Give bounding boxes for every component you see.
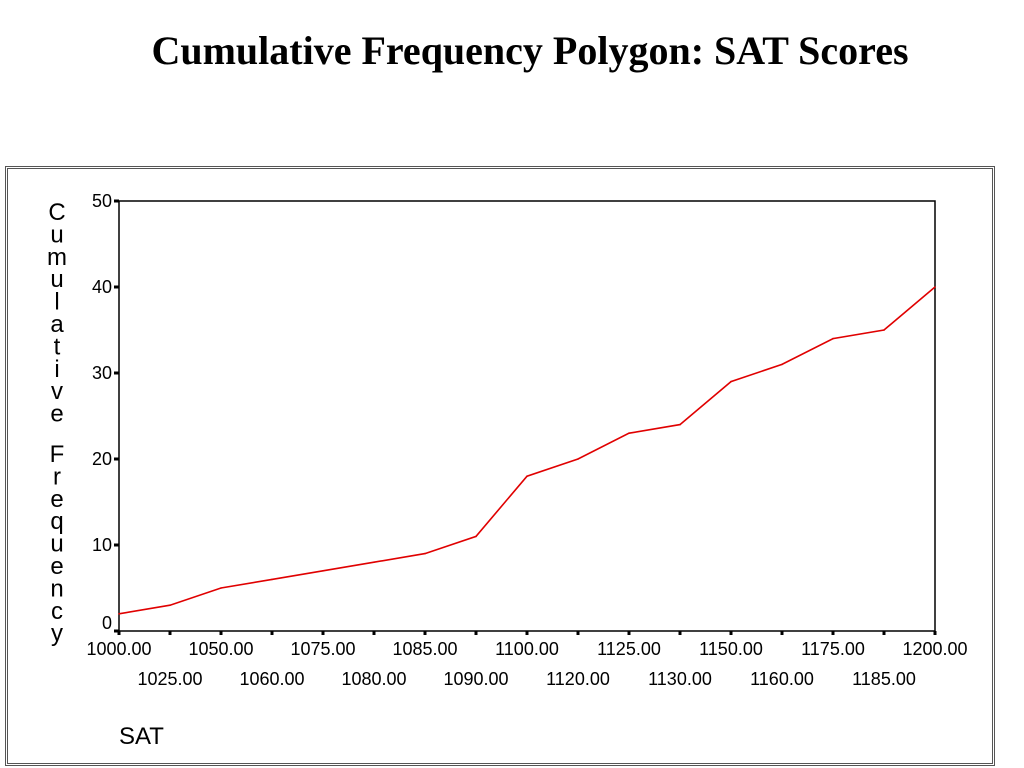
x-tick-label: 1060.00 xyxy=(239,669,304,689)
x-tick-label: 1085.00 xyxy=(392,639,457,659)
x-tick-label: 1075.00 xyxy=(290,639,355,659)
y-label-char: i xyxy=(54,356,59,383)
y-label-char: e xyxy=(50,401,63,428)
x-tick-label: 1130.00 xyxy=(648,669,712,689)
data-point xyxy=(577,458,579,460)
x-tick-label: 1080.00 xyxy=(341,669,406,689)
series-group xyxy=(118,286,936,615)
data-point xyxy=(118,613,120,615)
y-tick-label: 0 xyxy=(102,613,112,633)
y-label-char: n xyxy=(50,575,63,602)
x-tick-label: 1025.00 xyxy=(137,669,202,689)
x-tick-label: 1185.00 xyxy=(852,669,916,689)
y-tick-label: 30 xyxy=(92,363,112,383)
x-tick-label: 1050.00 xyxy=(188,639,253,659)
y-label-char: e xyxy=(50,553,63,580)
data-point xyxy=(934,286,936,288)
data-point xyxy=(628,432,630,435)
x-tick-label: 1000.00 xyxy=(86,639,151,659)
data-point xyxy=(373,561,375,563)
data-point xyxy=(169,604,171,606)
data-point xyxy=(526,475,528,478)
x-axis: 1000.00 1025.00 1050.00 1060.00 1075.00 1080.… xyxy=(86,631,968,689)
x-tick-label: 1090.00 xyxy=(443,669,508,689)
y-tick-label: 40 xyxy=(92,277,112,297)
chart-frame xyxy=(5,166,995,766)
y-label-char: r xyxy=(53,463,61,490)
y-label-char: c xyxy=(51,598,63,625)
data-point xyxy=(475,535,477,538)
x-tick-label: 1120.00 xyxy=(546,669,610,689)
x-tick-label: 1160.00 xyxy=(750,669,814,689)
y-label-char: u xyxy=(50,266,63,293)
y-label-char: C xyxy=(48,199,65,226)
y-label-char: y xyxy=(51,620,63,647)
data-point xyxy=(271,578,273,581)
x-tick-label: 1100.00 xyxy=(495,639,559,659)
x-tick-label: 1150.00 xyxy=(699,639,763,659)
y-label-char: v xyxy=(51,378,63,405)
chart-title: Cumulative Frequency Polygon: SAT Scores xyxy=(151,28,909,73)
y-label-char: F xyxy=(50,441,65,468)
y-tick-label: 50 xyxy=(92,191,112,211)
data-point xyxy=(322,570,324,572)
y-label-char: u xyxy=(50,221,63,248)
y-label-char: e xyxy=(50,486,63,513)
plot-area xyxy=(118,200,936,632)
x-tick-label: 1175.00 xyxy=(801,639,865,659)
y-label-char: l xyxy=(54,289,59,316)
y-label-char: q xyxy=(50,508,63,535)
y-label-char: u xyxy=(50,531,63,558)
data-point xyxy=(424,552,426,555)
data-point xyxy=(220,587,222,589)
series-line xyxy=(118,286,936,615)
x-tick-label: 1125.00 xyxy=(597,639,661,659)
y-label-char: m xyxy=(47,244,67,271)
y-tick-label: 20 xyxy=(92,449,112,469)
y-label-char: a xyxy=(50,311,64,338)
x-axis-label: SAT xyxy=(119,723,164,750)
data-point xyxy=(832,337,834,340)
x-tick-label: 1200.00 xyxy=(902,639,967,659)
y-tick-label: 10 xyxy=(92,535,112,555)
y-label-char: t xyxy=(54,333,61,360)
data-point xyxy=(883,329,885,331)
data-point xyxy=(730,380,732,383)
y-axis: 0 10 20 30 40 50 xyxy=(92,191,119,633)
data-point xyxy=(679,423,681,426)
data-point xyxy=(781,363,783,366)
